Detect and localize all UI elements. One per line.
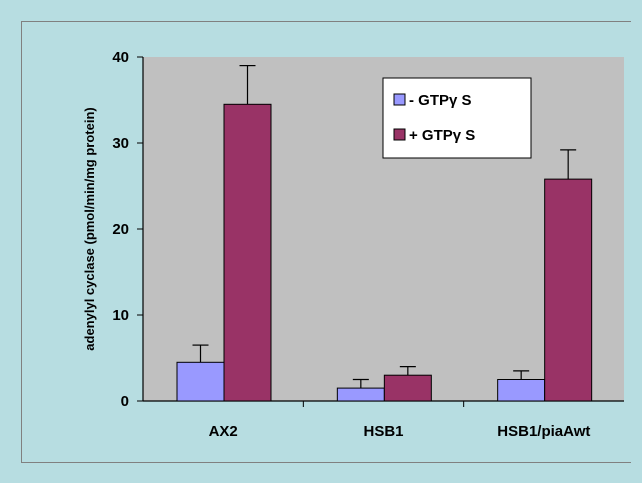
x-tick-label: AX2 [209,423,238,440]
legend-swatch [393,93,406,106]
x-tick-label: HSB1 [363,423,403,440]
legend-swatch [393,128,406,141]
y-tick-label: 0 [121,393,129,410]
bar [497,379,546,402]
legend-label: - GTPγ S [409,92,472,109]
chart-frame: adenylyl cyclase (pmol/min/mg protein) -… [21,21,631,463]
bar [223,103,272,402]
bar [544,178,593,402]
bar [176,361,225,402]
legend-box [382,77,532,159]
y-tick-label: 10 [112,307,129,324]
y-tick-label: 20 [112,221,129,238]
legend-label: + GTPγ S [409,127,475,144]
legend: - GTPγ S + GTPγ S [382,77,532,159]
bar-chart: adenylyl cyclase (pmol/min/mg protein) -… [82,49,624,440]
bar [383,374,432,402]
x-tick-label: HSB1/piaAwt [497,423,590,440]
bar [336,387,385,402]
y-tick-label: 30 [112,135,129,152]
y-axis-label: adenylyl cyclase (pmol/min/mg protein) [82,107,97,350]
y-tick-label: 40 [112,49,129,66]
